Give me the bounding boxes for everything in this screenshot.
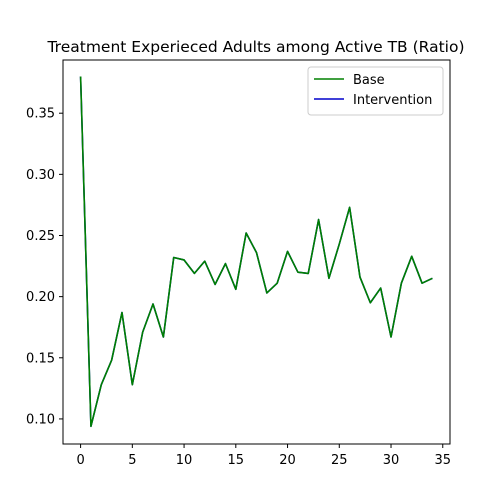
x-tick-label: 30 xyxy=(383,453,400,468)
legend-label-intervention: Intervention xyxy=(353,93,432,108)
legend: Base Intervention xyxy=(307,66,444,116)
x-tick-label: 20 xyxy=(279,453,296,468)
y-tick-label: 0.25 xyxy=(26,229,55,244)
x-tick-label: 35 xyxy=(434,453,451,468)
y-tick-label: 0.10 xyxy=(26,412,55,427)
series-line-base xyxy=(79,76,433,428)
x-tick-label: 0 xyxy=(76,453,84,468)
x-tick-label: 15 xyxy=(228,453,245,468)
y-tick-label: 0.20 xyxy=(26,290,55,305)
plot-frame xyxy=(62,59,451,445)
chart-title: Treatment Experieced Adults among Active… xyxy=(46,38,464,56)
y-axis: 0.10 0.15 0.20 0.25 0.30 0.35 xyxy=(26,107,63,427)
x-tick-label: 25 xyxy=(331,453,348,468)
y-tick-label: 0.30 xyxy=(26,168,55,183)
legend-label-base: Base xyxy=(353,73,385,88)
plot-series xyxy=(79,76,433,428)
x-tick-label: 5 xyxy=(128,453,136,468)
y-tick-label: 0.35 xyxy=(26,107,55,122)
y-tick-label: 0.15 xyxy=(26,351,55,366)
x-axis: 0 5 10 15 20 25 30 35 xyxy=(76,444,451,468)
x-tick-label: 10 xyxy=(176,453,193,468)
